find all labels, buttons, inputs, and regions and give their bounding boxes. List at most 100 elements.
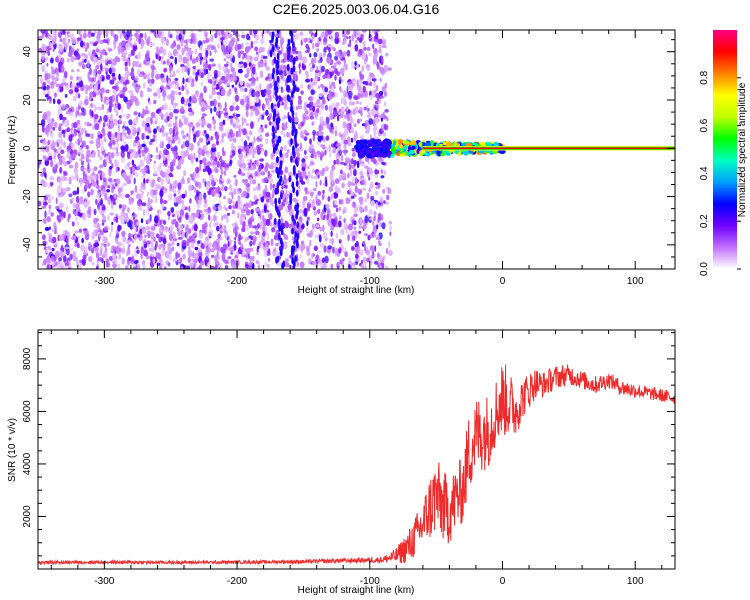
heatmap-cell bbox=[215, 193, 221, 198]
heatmap-cell bbox=[305, 186, 308, 195]
heatmap-cell bbox=[341, 41, 345, 46]
heatmap-cell bbox=[281, 186, 284, 190]
heatmap-cell bbox=[361, 30, 367, 33]
heatmap-cell bbox=[224, 101, 227, 109]
heatmap-cell bbox=[269, 222, 273, 227]
heatmap-cell bbox=[121, 133, 126, 142]
heatmap-cell bbox=[104, 30, 109, 34]
heatmap-cell bbox=[312, 223, 315, 230]
heatmap-cell bbox=[174, 179, 178, 188]
heatmap-cell bbox=[376, 252, 380, 259]
heatmap-cell bbox=[122, 208, 124, 213]
heatmap-cell bbox=[221, 178, 225, 182]
heatmap-cell bbox=[226, 212, 231, 216]
heatmap-cell bbox=[311, 169, 315, 173]
heatmap-cell bbox=[93, 56, 98, 63]
heatmap-cell bbox=[313, 187, 317, 192]
heatmap-cell bbox=[191, 224, 194, 231]
heatmap-cell bbox=[255, 185, 259, 191]
heatmap-cell bbox=[155, 183, 159, 191]
heatmap-cell bbox=[379, 55, 382, 64]
heatmap-cell bbox=[370, 258, 373, 266]
heatmap-cell bbox=[216, 151, 221, 160]
heatmap-streak bbox=[289, 116, 292, 124]
heatmap-cell bbox=[281, 46, 284, 53]
heatmap-cell bbox=[348, 35, 351, 40]
heatmap-cell bbox=[299, 142, 303, 149]
heatmap-cell bbox=[199, 193, 203, 201]
heatmap-cell bbox=[210, 254, 215, 258]
heatmap-cell bbox=[311, 121, 315, 125]
heatmap-streak bbox=[290, 67, 294, 75]
heatmap-cell bbox=[167, 215, 171, 221]
heatmap-cell bbox=[45, 247, 49, 253]
heatmap-cell bbox=[256, 252, 260, 255]
heatmap-cell bbox=[253, 91, 256, 98]
heatmap-cell bbox=[195, 166, 200, 174]
heatmap-cell bbox=[242, 162, 247, 169]
heatmap-cell bbox=[41, 33, 45, 39]
heatmap-cell bbox=[191, 58, 197, 64]
heatmap-cell bbox=[106, 189, 111, 193]
heatmap-cell bbox=[122, 113, 125, 118]
heatmap-cell bbox=[374, 260, 379, 265]
heatmap-cell bbox=[383, 64, 388, 73]
heatmap-cell bbox=[172, 41, 177, 47]
heatmap-cell bbox=[80, 127, 84, 135]
heatmap-cell bbox=[241, 172, 246, 176]
heatmap-cell bbox=[53, 81, 57, 85]
heatmap-cell bbox=[202, 120, 207, 126]
heatmap-cell bbox=[80, 244, 85, 252]
heatmap-cell bbox=[199, 71, 202, 78]
heatmap-cell bbox=[360, 263, 364, 268]
heatmap-cell bbox=[38, 47, 42, 53]
heatmap-cell bbox=[299, 31, 304, 37]
heatmap-cell bbox=[190, 241, 195, 249]
heatmap-cell bbox=[235, 188, 238, 193]
heatmap-cell bbox=[359, 161, 365, 165]
heatmap-cell bbox=[227, 68, 230, 74]
heatmap-cell bbox=[305, 227, 309, 232]
heatmap-cell bbox=[245, 106, 249, 111]
heatmap-cell bbox=[322, 189, 325, 194]
heatmap-streak bbox=[274, 143, 278, 151]
heatmap-streak bbox=[291, 227, 294, 235]
heatmap-cell bbox=[207, 209, 211, 214]
heatmap-cell bbox=[44, 210, 47, 219]
heatmap-cell bbox=[141, 190, 145, 195]
heatmap-cell bbox=[79, 34, 82, 39]
heatmap-cell bbox=[352, 235, 356, 241]
heatmap-cell bbox=[182, 77, 185, 84]
heatmap-cell bbox=[175, 196, 181, 203]
heatmap-cell bbox=[123, 73, 128, 81]
heatmap-cell bbox=[149, 214, 152, 222]
heatmap-cell bbox=[185, 212, 189, 221]
heatmap-cell bbox=[379, 77, 382, 83]
heatmap-cell bbox=[51, 139, 55, 147]
heatmap-cell bbox=[163, 96, 166, 102]
heatmap-cell bbox=[71, 128, 75, 135]
heatmap-cell bbox=[214, 210, 217, 214]
heatmap-cell bbox=[237, 148, 242, 155]
heatmap-cell bbox=[57, 114, 60, 121]
heatmap-cell bbox=[348, 83, 354, 92]
heatmap-cell bbox=[233, 174, 237, 178]
heatmap-cell bbox=[158, 111, 163, 117]
heatmap-cell bbox=[203, 226, 206, 234]
heatmap-cell bbox=[269, 44, 273, 49]
heatmap-cell bbox=[136, 263, 141, 269]
heatmap-cell bbox=[258, 233, 261, 239]
heatmap-cell bbox=[121, 247, 126, 254]
heatmap-cell bbox=[362, 224, 368, 230]
heatmap-cell bbox=[177, 211, 181, 219]
heatmap-cell bbox=[108, 197, 111, 206]
heatmap-cell bbox=[324, 87, 329, 93]
heatmap-cell bbox=[59, 38, 63, 43]
heatmap-cell bbox=[77, 76, 82, 82]
heatmap-cell bbox=[268, 121, 272, 126]
heatmap-cell bbox=[114, 55, 119, 62]
heatmap-cell bbox=[386, 194, 390, 201]
heatmap-streak bbox=[292, 186, 296, 194]
heatmap-cell bbox=[250, 121, 254, 129]
heatmap-halo-cell bbox=[381, 147, 387, 153]
